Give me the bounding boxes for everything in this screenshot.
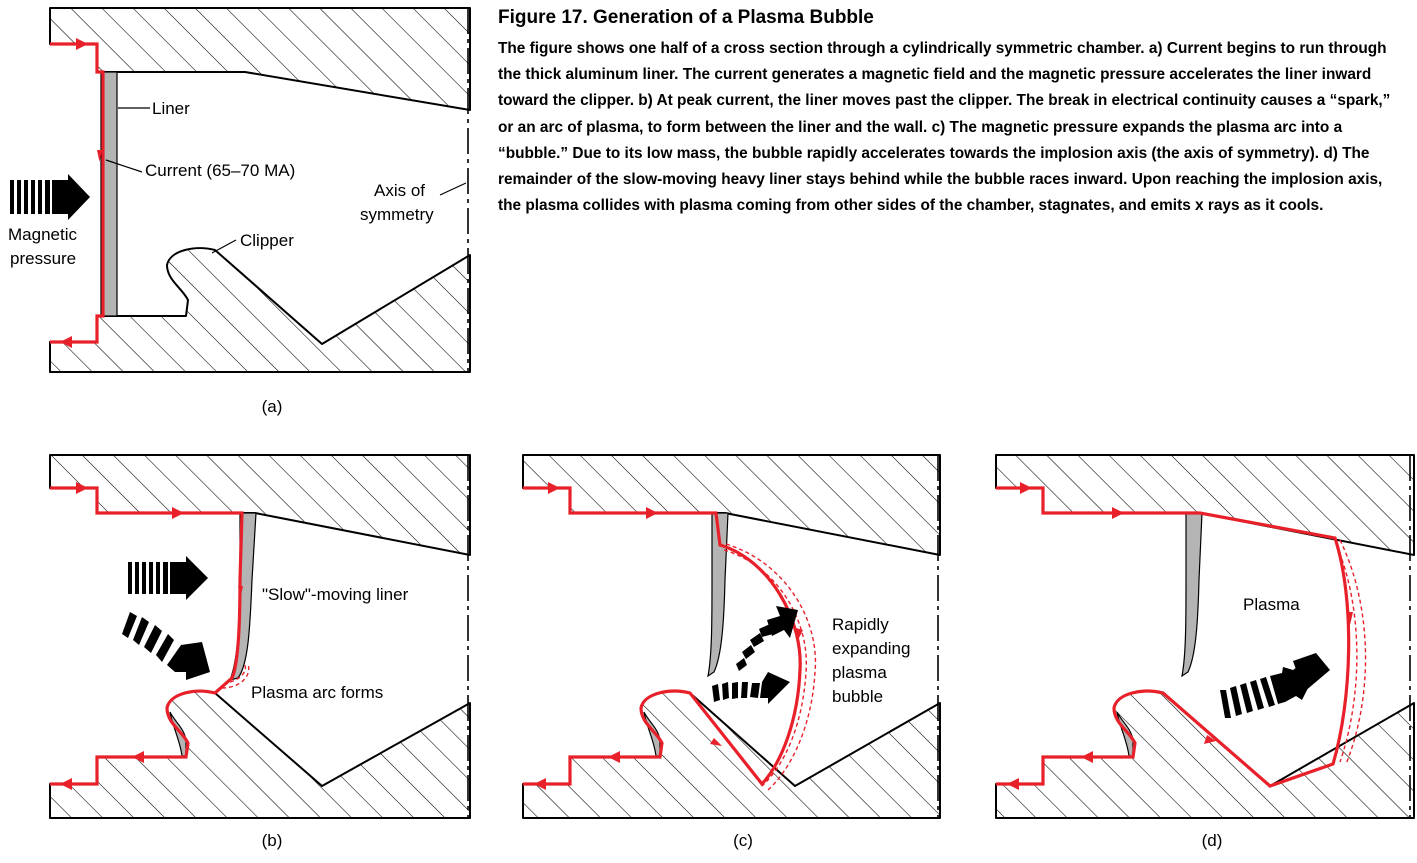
current-arrow [710,738,722,746]
clipper-label: Clipper [240,231,294,250]
curved-pressure-arrow [122,612,210,680]
figure-title: Figure 17. Generation of a Plasma Bubble [498,7,874,28]
liner-remnant [1181,512,1203,678]
panel-b-sublabel: (b) [262,831,283,850]
current-arrow [238,586,243,598]
current-arrow [60,336,72,348]
rightward-pressure-arrow [712,672,790,704]
liner-label: Liner [152,99,190,118]
plasma-arc [221,663,250,689]
clipper-leader [211,239,237,254]
current-arrow [97,150,102,162]
top-wall [49,454,471,556]
plasma-label: Plasma [1243,595,1300,614]
figure-caption-text: The figure shows one half of a cross sec… [498,40,1391,215]
current-arrow [608,751,620,763]
current-label: Current (65–70 MA) [145,161,295,180]
axis-label-2: symmetry [360,205,434,224]
magnetic-pressure-arrow [128,556,208,600]
panel-a: Liner Current (65–70 MA) Magnetic pressu… [8,7,471,416]
bottom-wall-clipper [49,690,471,819]
current-arrow [1112,507,1124,519]
bubble-label-2: expanding [832,639,910,658]
plasma-front [1339,539,1367,765]
magnetic-pressure-label-2: pressure [10,249,76,268]
top-wall [995,454,1415,556]
axis-leader [439,182,467,196]
bottom-wall-clipper [995,690,1415,819]
liner [100,71,118,317]
current-path [50,486,244,786]
current-arrow [548,482,560,494]
plasma-arc [229,663,247,683]
bubble-front [725,543,817,791]
current-arrow [132,751,144,763]
plasma-arc-label: Plasma arc forms [251,683,383,702]
slow-moving-liner [229,512,257,681]
current-leader [105,159,143,173]
current-arrow [646,507,658,519]
current-arrow [796,628,803,642]
upward-pressure-arrow [736,606,798,671]
current-path [50,42,105,344]
current-arrow [1081,751,1093,763]
current-arrow [1020,482,1032,494]
current-path [996,486,1351,788]
current-arrow [534,778,546,790]
current-arrow [1007,778,1019,790]
panel-a-sublabel: (a) [262,397,283,416]
liner-remnant [707,512,729,678]
slow-liner-label: "Slow"-moving liner [262,585,409,604]
axis-label-1: Axis of [374,181,425,200]
magnetic-pressure-arrow [10,174,90,220]
current-path [523,486,802,787]
panel-c: Rapidly expanding plasma bubble (c) [522,454,941,850]
panel-c-sublabel: (c) [733,831,753,850]
panel-d: Plasma (d) [995,454,1415,850]
bottom-wall-clipper [522,690,941,819]
current-arrow [76,38,88,50]
bubble-label-1: Rapidly [832,615,889,634]
bubble-label-4: bubble [832,687,883,706]
current-arrow [76,482,88,494]
bottom-wall-clipper [49,247,471,373]
current-arrow [1204,735,1216,744]
panel-d-sublabel: (d) [1202,831,1223,850]
bubble-label-3: plasma [832,663,887,682]
plasma-flow-arrow [1220,653,1330,718]
figure-caption: Figure 17. Generation of a Plasma Bubble… [498,6,1403,219]
panel-b: "Slow"-moving liner Plasma arc forms (b) [49,454,471,850]
current-arrow [1346,612,1353,625]
bubble-front [723,549,808,787]
top-wall [522,454,941,556]
current-arrow [172,507,184,519]
magnetic-pressure-label-1: Magnetic [8,225,77,244]
current-arrow [60,778,72,790]
